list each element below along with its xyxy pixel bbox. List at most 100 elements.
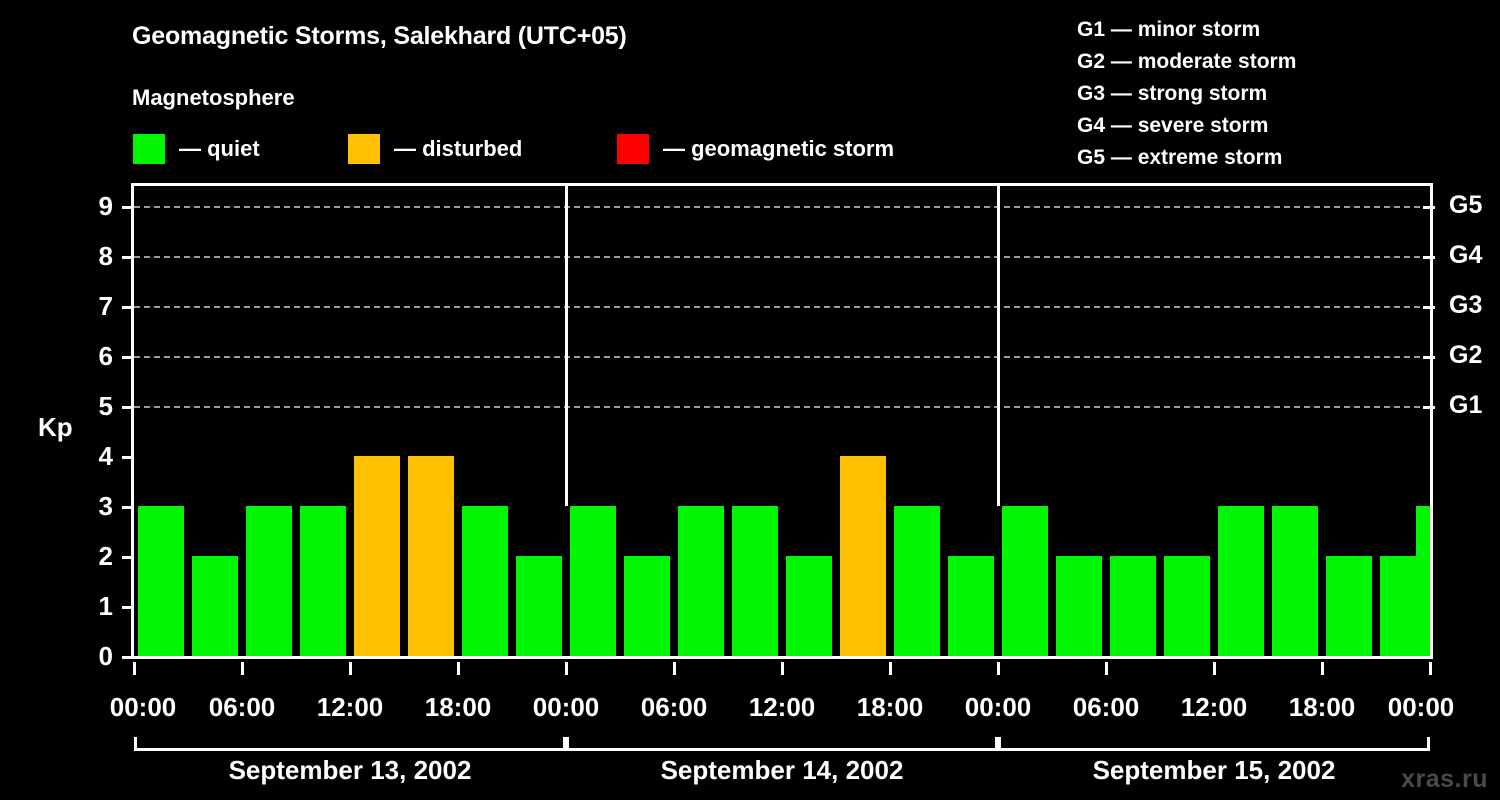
legend-label: — disturbed [394,136,523,161]
date-label: September 14, 2002 [660,755,904,785]
y-tick-mark [122,656,133,659]
g-scale-code: G2 [1077,50,1106,73]
kp-bar [300,506,346,656]
x-tick-mark [672,662,676,675]
kp-bar [1056,556,1102,656]
y-tick-label: 1 [98,591,113,621]
date-label: September 13, 2002 [228,755,472,785]
kp-bar [138,506,184,656]
y-axis-title: Kp [38,412,73,442]
watermark: xras.ru [1401,765,1488,793]
x-tick-label: 06:00 [208,692,276,722]
x-tick-mark [888,662,892,675]
legend-entry: — geomagnetic storm [617,132,894,166]
kp-bar [1326,556,1372,656]
legend-label: — geomagnetic storm [663,136,895,161]
gridline [134,356,1430,358]
kp-bar [246,506,292,656]
g-scale-row: G3 — strong storm [1077,78,1296,110]
y-tick-mark [122,406,133,409]
x-tick-label: 06:00 [640,692,708,722]
x-tick-mark [780,662,784,675]
g-scale-description: extreme storm [1137,146,1283,169]
y-tick-label: 7 [98,291,113,321]
kp-bar [570,506,616,656]
disturbed-swatch [348,134,380,164]
g-tick-label: G2 [1449,341,1483,369]
kp-bar [894,506,940,656]
y-tick-label: 0 [98,641,113,671]
x-tick-label: 12:00 [1180,692,1248,722]
kp-bar [732,506,778,656]
g-tick-mark [1423,206,1435,209]
g-scale-row: G1 — minor storm [1077,14,1296,46]
x-tick-mark [996,662,1000,675]
g-tick-mark [1423,356,1435,359]
g-tick-mark [1423,306,1435,309]
g-scale-code: G3 [1077,82,1106,105]
kp-bar [1272,506,1318,656]
g-tick-label: G3 [1449,291,1483,319]
x-tick-mark [1428,662,1432,675]
y-tick-label: 9 [98,191,113,221]
g-scale-description: severe storm [1137,114,1269,137]
x-tick-label: 00:00 [109,692,177,722]
x-tick-mark [1104,662,1108,675]
kp-bar [840,456,886,656]
y-tick-mark [122,606,133,609]
kp-bar [408,456,454,656]
date-bracket [566,737,998,751]
x-tick-mark [564,662,568,675]
kp-bar [192,556,238,656]
g-scale-description: minor storm [1137,18,1261,41]
legend-label: — quiet [179,136,260,161]
x-tick-mark [1212,662,1216,675]
x-tick-label: 06:00 [1072,692,1140,722]
g-scale-code: G5 [1077,146,1106,169]
legend-entry: — disturbed [348,132,522,166]
x-tick-mark [456,662,460,675]
date-label: September 15, 2002 [1092,755,1336,785]
y-tick-mark [122,506,133,509]
gridline [134,306,1430,308]
g-tick-label: G4 [1449,241,1483,269]
y-tick-label: 2 [98,541,113,571]
g-scale-row: G4 — severe storm [1077,110,1296,142]
legend-entry: — quiet [133,132,260,166]
y-tick-label: 6 [98,341,113,371]
gridline [134,206,1430,208]
kp-bar [462,506,508,656]
x-tick-label: 00:00 [964,692,1032,722]
x-tick-label: 00:00 [532,692,600,722]
y-tick-mark [122,256,133,259]
kp-bar-edge [1416,506,1430,656]
g-scale-separator: — [1105,146,1138,169]
kp-bar [624,556,670,656]
y-tick-mark [122,356,133,359]
y-tick-mark [122,456,133,459]
x-tick-mark [132,662,136,675]
g-scale-separator: — [1105,114,1138,137]
y-tick-mark [122,556,133,559]
plot-area [131,183,1433,659]
g-scale-row: G5 — extreme storm [1077,142,1296,174]
gridline [134,256,1430,258]
day-separator [996,186,1000,506]
kp-bar [516,556,562,656]
g-scale-code: G1 [1077,18,1106,41]
y-tick-mark [122,206,133,209]
g-scale-description: strong storm [1137,82,1268,105]
g-tick-label: G1 [1449,391,1483,419]
kp-bar [354,456,400,656]
day-separator [564,186,568,506]
g-scale-separator: — [1105,18,1138,41]
g-scale-legend: G1 — minor storm G2 — moderate storm G3 — … [1077,14,1296,174]
x-tick-mark [240,662,244,675]
kp-bar [1164,556,1210,656]
y-tick-label: 5 [98,391,113,421]
x-tick-label: 18:00 [856,692,924,722]
g-scale-separator: — [1105,50,1138,73]
kp-bar [1110,556,1156,656]
x-tick-label: 00:00 [1387,692,1455,722]
kp-bar [1218,506,1264,656]
